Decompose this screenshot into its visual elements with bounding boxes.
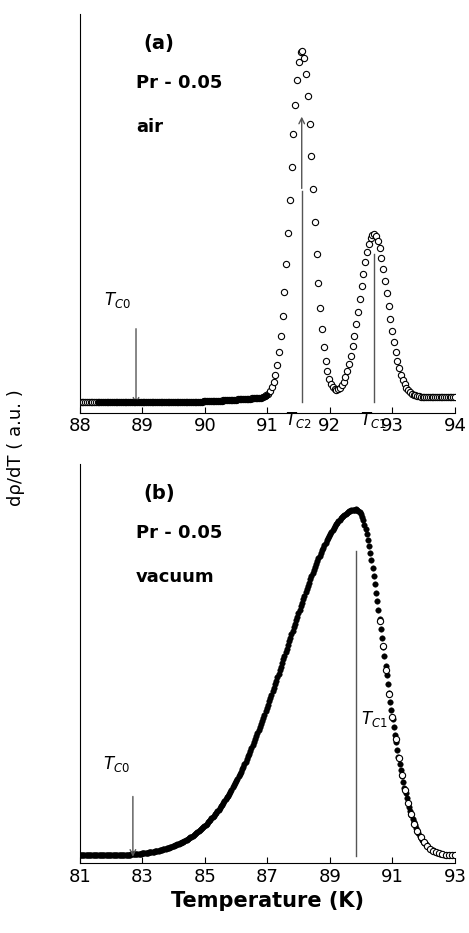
Text: vacuum: vacuum: [136, 568, 215, 586]
Text: Pr - 0.05: Pr - 0.05: [136, 74, 222, 91]
Text: (a): (a): [144, 34, 174, 53]
Text: $T_{C1}$: $T_{C1}$: [360, 410, 387, 430]
Text: air: air: [136, 118, 163, 135]
Text: (b): (b): [144, 484, 175, 503]
Text: Pr - 0.05: Pr - 0.05: [136, 524, 222, 542]
Text: dρ/dT ( a.u. ): dρ/dT ( a.u. ): [8, 389, 25, 507]
X-axis label: Temperature (K): Temperature (K): [171, 891, 364, 912]
Text: $T_{C2}$: $T_{C2}$: [285, 410, 312, 430]
Text: $T_{C0}$: $T_{C0}$: [104, 290, 131, 310]
Text: $T_{C0}$: $T_{C0}$: [103, 755, 130, 774]
Text: $T_{C1}$: $T_{C1}$: [361, 709, 388, 730]
